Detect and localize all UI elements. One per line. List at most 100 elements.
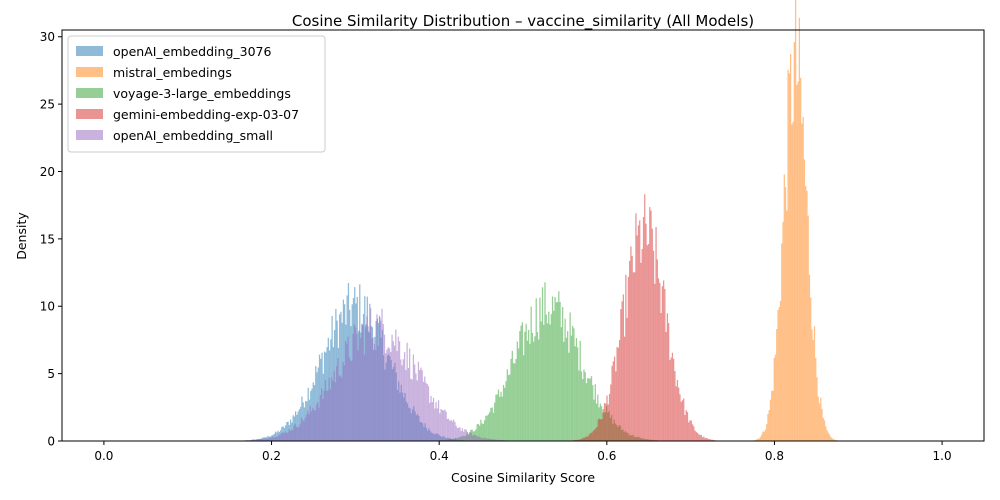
legend-swatch	[76, 109, 103, 119]
histogram-bar	[536, 332, 539, 441]
histogram-bar	[375, 349, 377, 441]
histogram-bar	[617, 347, 619, 441]
histogram-bar	[313, 410, 315, 441]
histogram-bar	[385, 353, 387, 441]
histogram-bar	[303, 421, 305, 441]
histogram-bar	[485, 415, 487, 441]
histogram-bar	[427, 386, 430, 441]
histogram-bar	[317, 402, 319, 441]
histogram-bar	[651, 228, 653, 441]
histogram-bar	[266, 438, 269, 441]
histogram-bar	[263, 439, 265, 441]
histogram-bar	[595, 403, 598, 441]
histogram-bar	[579, 340, 581, 441]
legend: openAI_embedding_3076 mistral_embedingsvo…	[67, 35, 326, 153]
histogram-bar	[678, 387, 680, 441]
histogram-bar	[499, 396, 501, 441]
histogram-bar	[787, 69, 789, 441]
histogram-bar	[359, 338, 362, 441]
histogram-bar	[293, 425, 295, 441]
histogram-bar	[289, 419, 292, 441]
histogram-bar	[337, 358, 339, 441]
histogram-bar	[580, 439, 582, 441]
histogram-bar	[818, 403, 821, 441]
histogram-bar	[298, 409, 301, 441]
histogram-bar	[598, 418, 601, 441]
histogram-bar	[813, 326, 816, 441]
y-axis-title: Density	[14, 212, 29, 260]
histogram-bar	[405, 370, 407, 441]
histogram-bar	[811, 329, 813, 441]
histogram-bar	[263, 437, 265, 441]
histogram-bar	[302, 419, 304, 441]
histogram-bar	[830, 436, 832, 441]
histogram-bar	[564, 318, 566, 441]
histogram-bar	[636, 235, 638, 441]
histogram-bar	[763, 431, 765, 441]
histogram-bar	[256, 439, 259, 441]
histogram-bar	[800, 77, 802, 441]
histogram-bar	[665, 332, 667, 441]
histogram-bar	[319, 394, 321, 441]
legend-label: voyage-3-large_embeddings	[113, 86, 291, 101]
histogram-bar	[308, 414, 310, 441]
histogram-bar	[450, 419, 452, 441]
y-tick-label: 10	[40, 300, 55, 314]
histogram-bar	[426, 383, 428, 441]
histogram-bar	[386, 349, 388, 441]
histogram-bar	[396, 351, 398, 441]
histogram-bar	[690, 420, 692, 441]
histogram-bar	[561, 307, 564, 441]
histogram-bar	[327, 337, 329, 441]
histogram-bar	[479, 436, 481, 441]
histogram-bar	[451, 421, 454, 441]
histogram-bar	[380, 320, 382, 441]
histogram-bar	[415, 373, 417, 441]
histogram-bar	[458, 427, 460, 441]
histogram-bar	[273, 437, 275, 441]
histogram-bar	[640, 262, 642, 441]
histogram-bar	[479, 425, 481, 441]
histogram-bar	[362, 325, 364, 441]
histogram-bar	[588, 378, 590, 441]
histogram-bar	[593, 429, 596, 441]
histogram-bar	[600, 419, 602, 441]
histogram-bar	[410, 378, 412, 441]
histogram-bar	[556, 301, 559, 441]
histogram-bar	[447, 418, 450, 441]
histogram-bar	[484, 420, 486, 441]
x-tick-label: 0.2	[262, 449, 281, 463]
histogram-bar	[273, 433, 275, 441]
histogram-bar	[305, 414, 308, 441]
histogram-bar	[338, 376, 340, 441]
histogram-bar	[417, 361, 420, 441]
histogram-bar	[395, 329, 397, 441]
histogram-bar	[553, 310, 555, 441]
histogram-bar	[699, 435, 701, 441]
histogram-bar	[660, 313, 662, 441]
histogram-bar	[265, 438, 267, 441]
histogram-bar	[363, 354, 366, 441]
histogram-bar	[432, 397, 435, 441]
histogram-bar	[590, 376, 593, 441]
histogram-bar	[342, 361, 344, 441]
histogram-bar	[498, 439, 500, 441]
histogram-bar	[494, 439, 496, 441]
histogram-bar	[260, 438, 262, 441]
histogram-bar	[492, 412, 495, 441]
histogram-bar	[578, 439, 580, 441]
histogram-bar	[810, 297, 812, 441]
histogram-bar	[815, 357, 817, 441]
legend-label: openAI_embedding_3076	[113, 44, 271, 59]
histogram-bar	[587, 378, 589, 441]
histogram-bar	[550, 314, 552, 441]
histogram-bar	[361, 323, 363, 441]
histogram-bar	[403, 352, 406, 441]
histogram-bar	[307, 410, 309, 441]
histogram-bar	[618, 339, 621, 441]
histogram-bar	[289, 431, 291, 441]
legend-swatch	[76, 88, 103, 98]
histogram-bar	[771, 390, 773, 441]
histogram-bar	[784, 186, 787, 441]
